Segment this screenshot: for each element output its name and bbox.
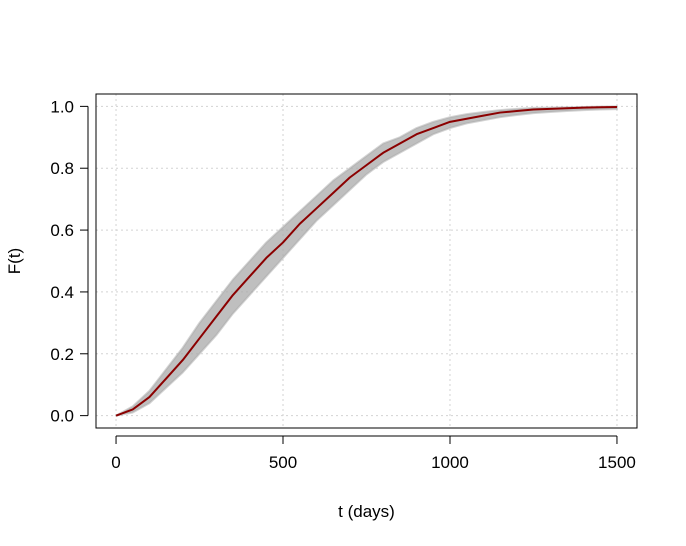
y-tick-label: 1.0 [50, 97, 74, 116]
series-line [115, 105, 617, 417]
x-axis-title: t (days) [338, 502, 395, 521]
series-lines [115, 105, 617, 417]
y-tick-label: 0.2 [50, 345, 74, 364]
x-tick-label: 0 [111, 453, 120, 472]
x-tick-label: 1500 [598, 453, 636, 472]
y-axis: 0.0 0.2 0.4 0.6 0.8 1.0 [50, 97, 89, 426]
plot-frame [95, 93, 638, 429]
y-tick-label: 0.4 [50, 283, 74, 302]
y-axis-title: F(t) [5, 248, 24, 274]
x-tick-label: 500 [269, 453, 297, 472]
x-axis: 0 500 1000 1500 [111, 435, 636, 472]
x-tick-label: 1000 [431, 453, 469, 472]
grid [96, 94, 637, 428]
y-tick-label: 0.0 [50, 407, 74, 426]
y-tick-label: 0.8 [50, 159, 74, 178]
y-tick-label: 0.6 [50, 221, 74, 240]
